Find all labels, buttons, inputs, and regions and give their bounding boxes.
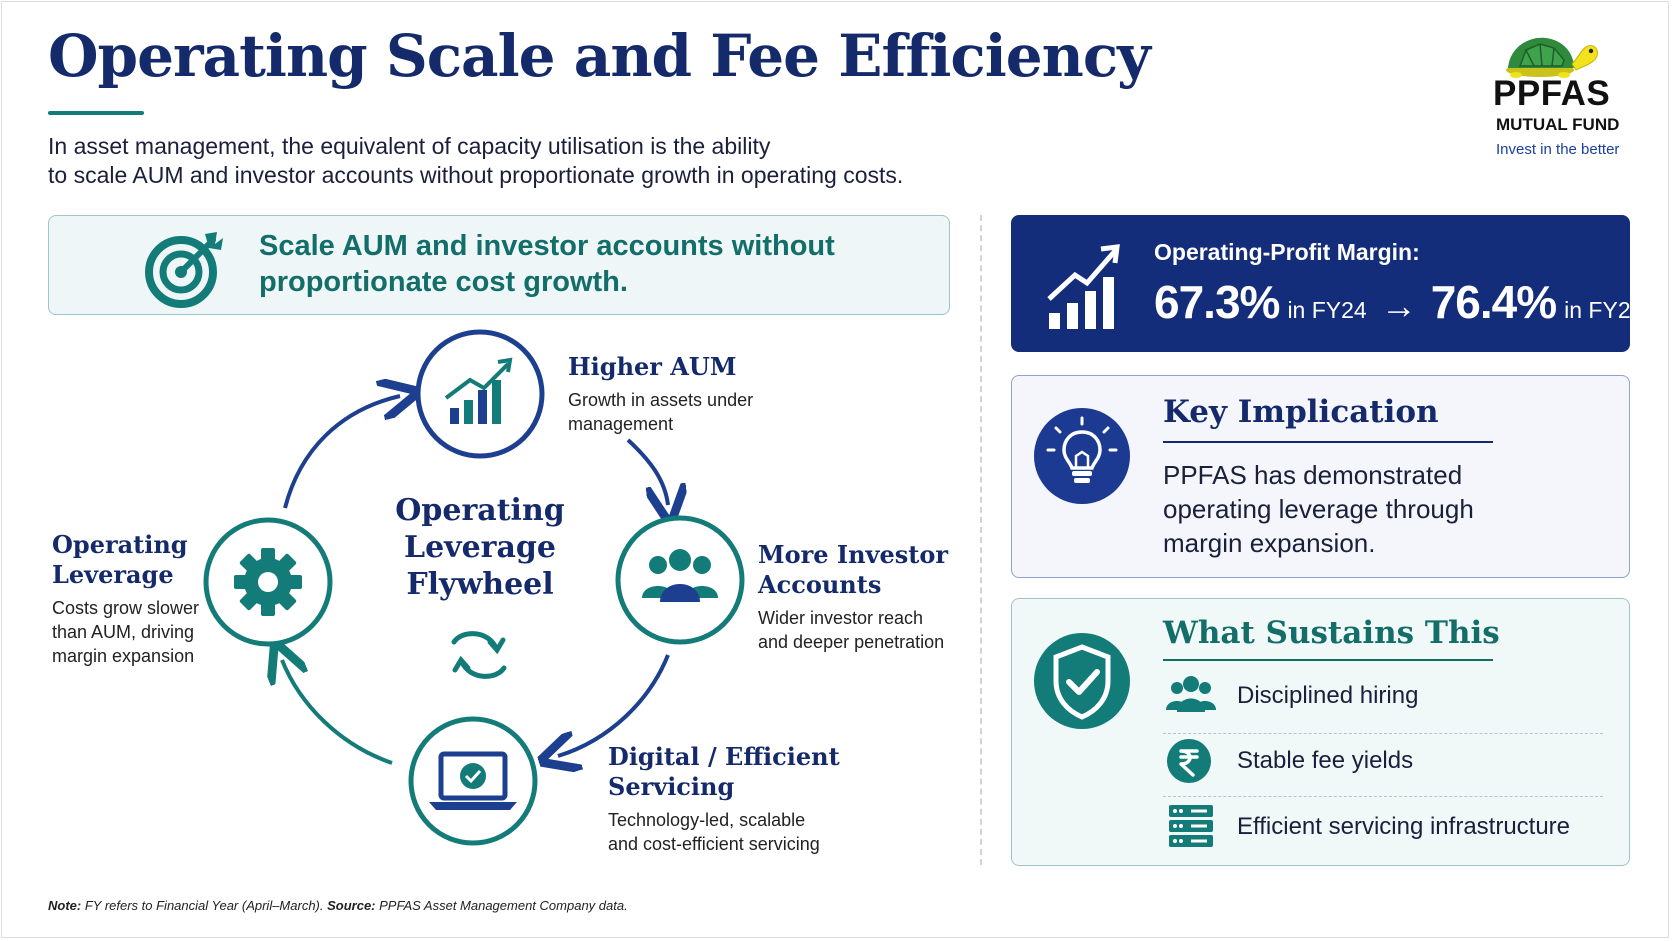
metric-label: Operating-Profit Margin: — [1154, 239, 1420, 265]
bar-chart-icon — [444, 357, 513, 424]
turtle-logo-icon — [1506, 37, 1599, 78]
section-divider — [980, 215, 982, 865]
node-operating-leverage — [203, 517, 333, 647]
key-implication-panel: Key Implication PPFAS has demonstrated o… — [1011, 375, 1630, 578]
team-icon — [1166, 676, 1216, 712]
node-title: Higher AUM — [568, 352, 737, 381]
page-title: Operating Scale and Fee Efficiency — [48, 22, 1151, 90]
sustains-item: Stable fee yields — [1163, 731, 1603, 791]
sustains-separator — [1163, 733, 1603, 734]
goal-line-1: Scale AUM and investor accounts without — [259, 230, 835, 262]
node-desc: Costs grow slower than AUM, driving marg… — [52, 596, 222, 668]
center-title-line-2: Leverage — [403, 530, 556, 565]
flywheel-center-title: Operating Leverage Flywheel — [380, 492, 580, 603]
sustains-item-label: Efficient servicing infrastructure — [1237, 813, 1571, 840]
node-desc-line: Technology-led, scalable — [608, 810, 806, 830]
node-desc-line: than AUM, driving — [52, 622, 195, 642]
sustains-item-label: Disciplined hiring — [1237, 682, 1419, 709]
node-title: More Investor Accounts — [758, 540, 978, 600]
node-desc: Wider investor reach and deeper penetrat… — [758, 606, 978, 654]
node-title: Digital / Efficient Servicing — [608, 742, 908, 802]
growth-chart-icon — [1047, 244, 1120, 329]
node-higher-aum — [415, 329, 545, 459]
arrow-aum-to-accounts — [626, 438, 668, 505]
what-sustains-panel: What Sustains This Disciplined hiring — [1011, 598, 1630, 866]
node-title-line: Leverage — [52, 560, 174, 589]
lightbulb-icon — [1034, 408, 1130, 504]
node-desc-line: Costs grow slower — [52, 598, 200, 618]
node-desc: Growth in assets under management — [568, 388, 808, 436]
node-desc: Technology-led, scalable and cost-effici… — [608, 808, 908, 856]
sustains-separator — [1163, 796, 1603, 797]
node-title-line: Operating — [52, 530, 188, 559]
source-text: PPFAS Asset Management Company data. — [375, 898, 628, 913]
goal-banner: Scale AUM and investor accounts without … — [48, 215, 950, 315]
footnote: Note: FY refers to Financial Year (April… — [48, 898, 628, 913]
source-label: Source: — [327, 898, 376, 913]
sustains-title: What Sustains This — [1163, 615, 1500, 651]
metric-from-value: 67.3% — [1154, 276, 1280, 328]
arrow-right-icon: → — [1380, 285, 1417, 326]
node-desc-line: margin expansion — [52, 646, 195, 666]
intro-text: In asset management, the equivalent of c… — [48, 132, 1008, 190]
shield-check-icon — [1034, 633, 1130, 729]
logo-subtitle: MUTUAL FUND — [1496, 115, 1620, 134]
rupee-icon — [1167, 739, 1211, 783]
node-investor-accounts — [615, 515, 745, 645]
node-digital-servicing — [408, 716, 538, 846]
target-icon — [145, 232, 223, 308]
cycle-arrows-icon — [451, 631, 507, 679]
metric-to-value: 76.4% — [1430, 276, 1557, 328]
implication-line-3: margin expansion. — [1163, 528, 1376, 558]
implication-line-2: operating leverage through — [1163, 494, 1474, 524]
metric-from-period: in FY24 — [1287, 297, 1367, 323]
node-desc-line: Growth in assets under — [568, 390, 754, 410]
node-title-line: Accounts — [758, 570, 882, 599]
node-label-investor-accounts: More Investor Accounts Wider investor re… — [758, 540, 978, 654]
node-desc-line: and cost-efficient servicing — [608, 834, 820, 854]
flywheel-diagram — [203, 329, 745, 846]
note-text: FY refers to Financial Year (April–March… — [81, 898, 328, 913]
center-title-line-1: Operating — [395, 493, 565, 528]
node-label-higher-aum: Higher AUM Growth in assets under manage… — [568, 352, 808, 436]
gear-icon — [234, 548, 302, 616]
node-desc-line: and deeper penetration — [758, 632, 945, 652]
sustains-underline — [1163, 659, 1493, 661]
logo-tagline: Invest in the better — [1496, 141, 1620, 158]
implication-underline — [1163, 441, 1493, 443]
goal-line-2: proportionate cost growth. — [259, 266, 628, 298]
metric-values: 67.3% in FY24 → 76.4% in FY26 — [1154, 275, 1643, 329]
intro-line-1: In asset management, the equivalent of c… — [48, 133, 771, 159]
node-title-line: More Investor — [758, 540, 948, 569]
node-title-line: Servicing — [608, 772, 735, 801]
title-underline — [48, 111, 144, 115]
implication-line-1: PPFAS has demonstrated — [1163, 460, 1463, 490]
arrow-digital-to-leverage — [282, 660, 393, 765]
node-desc-line: Wider investor reach — [758, 608, 924, 628]
metric-to-period: in FY26 — [1564, 297, 1644, 323]
server-icon — [1169, 805, 1213, 847]
node-label-operating-leverage: Operating Leverage Costs grow slower tha… — [52, 530, 222, 668]
arrow-accounts-to-digital — [558, 654, 670, 756]
arrow-leverage-to-aum — [283, 396, 400, 509]
node-title: Operating Leverage — [52, 530, 222, 590]
investors-icon — [642, 549, 718, 602]
node-title-line: Digital / Efficient — [608, 742, 840, 771]
implication-text: PPFAS has demonstrated operating leverag… — [1163, 458, 1603, 560]
node-desc-line: management — [568, 414, 674, 434]
sustains-item: Efficient servicing infrastructure — [1163, 797, 1603, 857]
sustains-item-label: Stable fee yields — [1237, 747, 1414, 774]
intro-line-2: to scale AUM and investor accounts witho… — [48, 162, 904, 188]
implication-title: Key Implication — [1163, 394, 1439, 430]
goal-text: Scale AUM and investor accounts without … — [259, 228, 899, 300]
operating-margin-panel: Operating-Profit Margin: 67.3% in FY24 →… — [1011, 215, 1643, 352]
note-label: Note: — [48, 898, 82, 913]
laptop-check-icon — [429, 751, 517, 810]
logo-brand: PPFAS — [1493, 74, 1611, 113]
node-label-digital-servicing: Digital / Efficient Servicing Technology… — [608, 742, 908, 856]
sustains-item: Disciplined hiring — [1163, 666, 1603, 726]
center-title-line-3: Flywheel — [406, 567, 554, 602]
